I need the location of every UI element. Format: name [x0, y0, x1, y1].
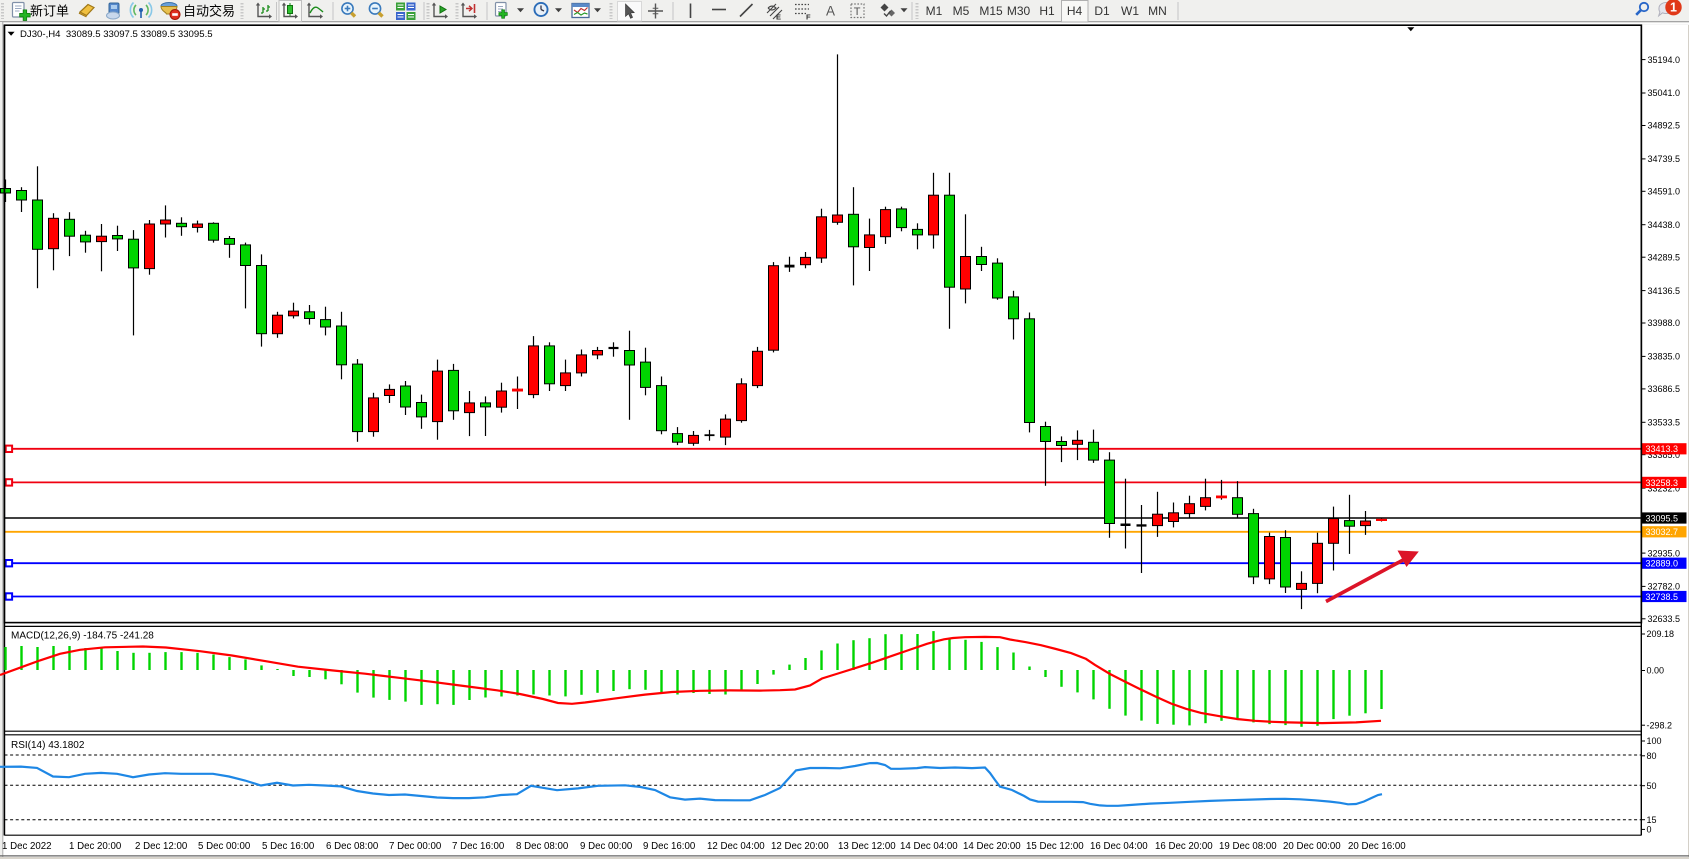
svg-text:33385.0: 33385.0 [1648, 450, 1681, 460]
svg-text:F: F [806, 13, 811, 22]
svg-text:34438.0: 34438.0 [1648, 220, 1681, 230]
svg-text:33835.0: 33835.0 [1648, 352, 1681, 362]
svg-text:33095.5: 33095.5 [1646, 513, 1679, 523]
svg-text:7 Dec 00:00: 7 Dec 00:00 [389, 841, 442, 852]
svg-text:20 Dec 00:00: 20 Dec 00:00 [1283, 841, 1341, 852]
svg-text:M5: M5 [953, 4, 970, 18]
svg-text:0: 0 [1647, 825, 1652, 835]
svg-text:12 Dec 20:00: 12 Dec 20:00 [771, 841, 829, 852]
svg-text:20 Dec 16:00: 20 Dec 16:00 [1348, 841, 1406, 852]
svg-text:13 Dec 12:00: 13 Dec 12:00 [838, 841, 896, 852]
svg-text:9 Dec 16:00: 9 Dec 16:00 [643, 841, 696, 852]
svg-text:M1: M1 [926, 4, 943, 18]
svg-text:A: A [826, 4, 835, 19]
svg-text:MN: MN [1148, 4, 1167, 18]
svg-text:5 Dec 00:00: 5 Dec 00:00 [198, 841, 251, 852]
svg-text:100: 100 [1647, 736, 1662, 746]
svg-text:33686.5: 33686.5 [1648, 384, 1681, 394]
svg-text:新订单: 新订单 [30, 4, 69, 19]
svg-text:W1: W1 [1121, 4, 1139, 18]
svg-text:E: E [776, 13, 781, 22]
svg-text:7 Dec 16:00: 7 Dec 16:00 [452, 841, 505, 852]
svg-text:15 Dec 12:00: 15 Dec 12:00 [1026, 841, 1084, 852]
svg-text:34136.5: 34136.5 [1648, 286, 1681, 296]
svg-text:34289.5: 34289.5 [1648, 252, 1681, 262]
svg-text:M30: M30 [1007, 4, 1031, 18]
svg-text:34892.5: 34892.5 [1648, 121, 1681, 131]
svg-text:16 Dec 20:00: 16 Dec 20:00 [1155, 841, 1213, 852]
svg-text:33232.0: 33232.0 [1648, 483, 1681, 493]
svg-text:H1: H1 [1039, 4, 1055, 18]
svg-text:14 Dec 20:00: 14 Dec 20:00 [963, 841, 1021, 852]
svg-text:0.00: 0.00 [1647, 666, 1665, 676]
svg-text:RSI(14) 43.1802: RSI(14) 43.1802 [11, 740, 85, 751]
svg-text:D1: D1 [1094, 4, 1110, 18]
svg-text:34739.5: 34739.5 [1648, 154, 1681, 164]
svg-text:T: T [854, 6, 861, 18]
svg-text:35041.0: 35041.0 [1648, 88, 1681, 98]
svg-text:33988.0: 33988.0 [1648, 318, 1681, 328]
svg-text:32935.0: 32935.0 [1648, 548, 1681, 558]
svg-text:32633.5: 32633.5 [1648, 614, 1681, 624]
svg-text:12 Dec 04:00: 12 Dec 04:00 [707, 841, 765, 852]
svg-text:33533.5: 33533.5 [1648, 418, 1681, 428]
svg-text:5 Dec 16:00: 5 Dec 16:00 [262, 841, 315, 852]
svg-text:8 Dec 08:00: 8 Dec 08:00 [516, 841, 569, 852]
svg-text:33413.3: 33413.3 [1646, 444, 1679, 454]
svg-text:6 Dec 08:00: 6 Dec 08:00 [326, 841, 379, 852]
svg-text:1 Dec 2022: 1 Dec 2022 [2, 841, 52, 852]
svg-text:34591.0: 34591.0 [1648, 187, 1681, 197]
svg-text:32889.0: 32889.0 [1646, 559, 1679, 569]
svg-text:9 Dec 00:00: 9 Dec 00:00 [580, 841, 633, 852]
svg-text:1: 1 [1670, 1, 1677, 15]
svg-text:DJ30-,H4 33089.5 33097.5 3308: DJ30-,H4 33089.5 33097.5 33089.5 33095.5 [20, 29, 213, 40]
svg-text:自动交易: 自动交易 [183, 4, 235, 19]
svg-text:15: 15 [1647, 815, 1657, 825]
svg-text:M15: M15 [979, 4, 1003, 18]
svg-text:H4: H4 [1067, 4, 1083, 18]
svg-text:32782.0: 32782.0 [1648, 582, 1681, 592]
svg-text:2 Dec 12:00: 2 Dec 12:00 [135, 841, 188, 852]
svg-text:50: 50 [1647, 781, 1657, 791]
svg-text:33258.3: 33258.3 [1646, 478, 1679, 488]
svg-text:-298.2: -298.2 [1647, 720, 1673, 730]
svg-text:1 Dec 20:00: 1 Dec 20:00 [69, 841, 122, 852]
svg-text:19 Dec 08:00: 19 Dec 08:00 [1219, 841, 1277, 852]
svg-text:MACD(12,26,9) -184.75 -241.28: MACD(12,26,9) -184.75 -241.28 [11, 631, 154, 642]
svg-text:209.18: 209.18 [1647, 629, 1675, 639]
svg-text:16 Dec 04:00: 16 Dec 04:00 [1090, 841, 1148, 852]
svg-text:14 Dec 04:00: 14 Dec 04:00 [900, 841, 958, 852]
svg-text:32738.5: 32738.5 [1646, 592, 1679, 602]
svg-text:35194.0: 35194.0 [1648, 55, 1681, 65]
svg-text:33032.7: 33032.7 [1646, 527, 1679, 537]
svg-text:80: 80 [1647, 751, 1657, 761]
